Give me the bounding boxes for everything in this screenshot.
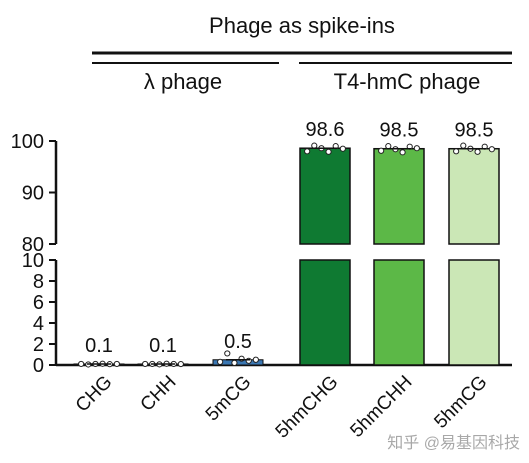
group-label-t4: T4-hmC phage [334,69,481,94]
data-label: 0.1 [149,335,177,357]
replicate-point [245,357,252,364]
bar-upper [373,147,425,245]
bars [73,142,501,368]
data-label: 98.5 [455,120,494,142]
chart-title: Phage as spike-ins [209,13,395,38]
replicate-point [474,148,481,155]
replicate-point [217,358,224,365]
y-tick-label: 4 [33,313,44,335]
replicate-point [399,149,406,156]
replicate-point [238,355,245,362]
x-tick-label: CHH [137,372,181,416]
replicate-point [231,359,238,366]
value-labels: 0.1 0.1 0.5 98.6 98.5 98.5 [85,119,493,357]
bar-lower [373,259,425,366]
replicate-point [453,148,460,155]
y-tick-label: 8 [33,271,44,293]
replicate-point [113,360,120,368]
x-tick-label: 5mCG [202,372,256,426]
replicate-point [224,350,231,357]
replicate-point [413,145,420,152]
replicate-point [460,142,467,149]
data-label: 0.5 [224,331,252,353]
bar-break-gap [447,246,501,258]
x-tick-labels: CHG CHH 5mCG 5hmCHG 5hmCHH 5hmCG [72,372,492,443]
y-tick-label: 10 [22,250,44,272]
data-label: 98.6 [306,119,345,141]
replicate-point [78,360,85,368]
bar-break-gap [372,246,426,258]
x-tick-label: 5hmCHH [346,372,416,442]
replicate-point [488,146,495,153]
replicate-point [325,148,332,155]
bar-break-gap [298,246,352,258]
bar-lower [448,259,500,366]
y-tick-label: 6 [33,292,44,314]
y-tick-label: 0 [33,355,44,377]
group-label-lambda: λ phage [144,69,222,94]
x-tick-label: 5hmCG [430,372,491,433]
replicate-point [378,147,385,154]
bar-upper [299,147,351,245]
y-tick-label: 100 [11,131,44,153]
replicate-point [142,360,149,368]
replicate-point [385,143,392,150]
replicate-point [304,148,311,155]
y-tick-label: 80 [22,234,44,256]
data-label: 0.1 [85,335,113,357]
x-tick-label: 5hmCHG [272,372,343,443]
y-tick-label: 2 [33,334,44,356]
x-tick-label: CHG [72,372,117,417]
y-tick-label: 90 [22,183,44,205]
replicate-point [339,145,346,152]
data-label: 98.5 [380,120,419,142]
replicate-point [177,360,184,368]
bar-lower [299,259,351,366]
replicate-point [311,142,318,149]
watermark: 知乎 @易基因科技 [387,434,520,452]
bar-upper [448,147,500,245]
replicate-point [252,356,259,363]
